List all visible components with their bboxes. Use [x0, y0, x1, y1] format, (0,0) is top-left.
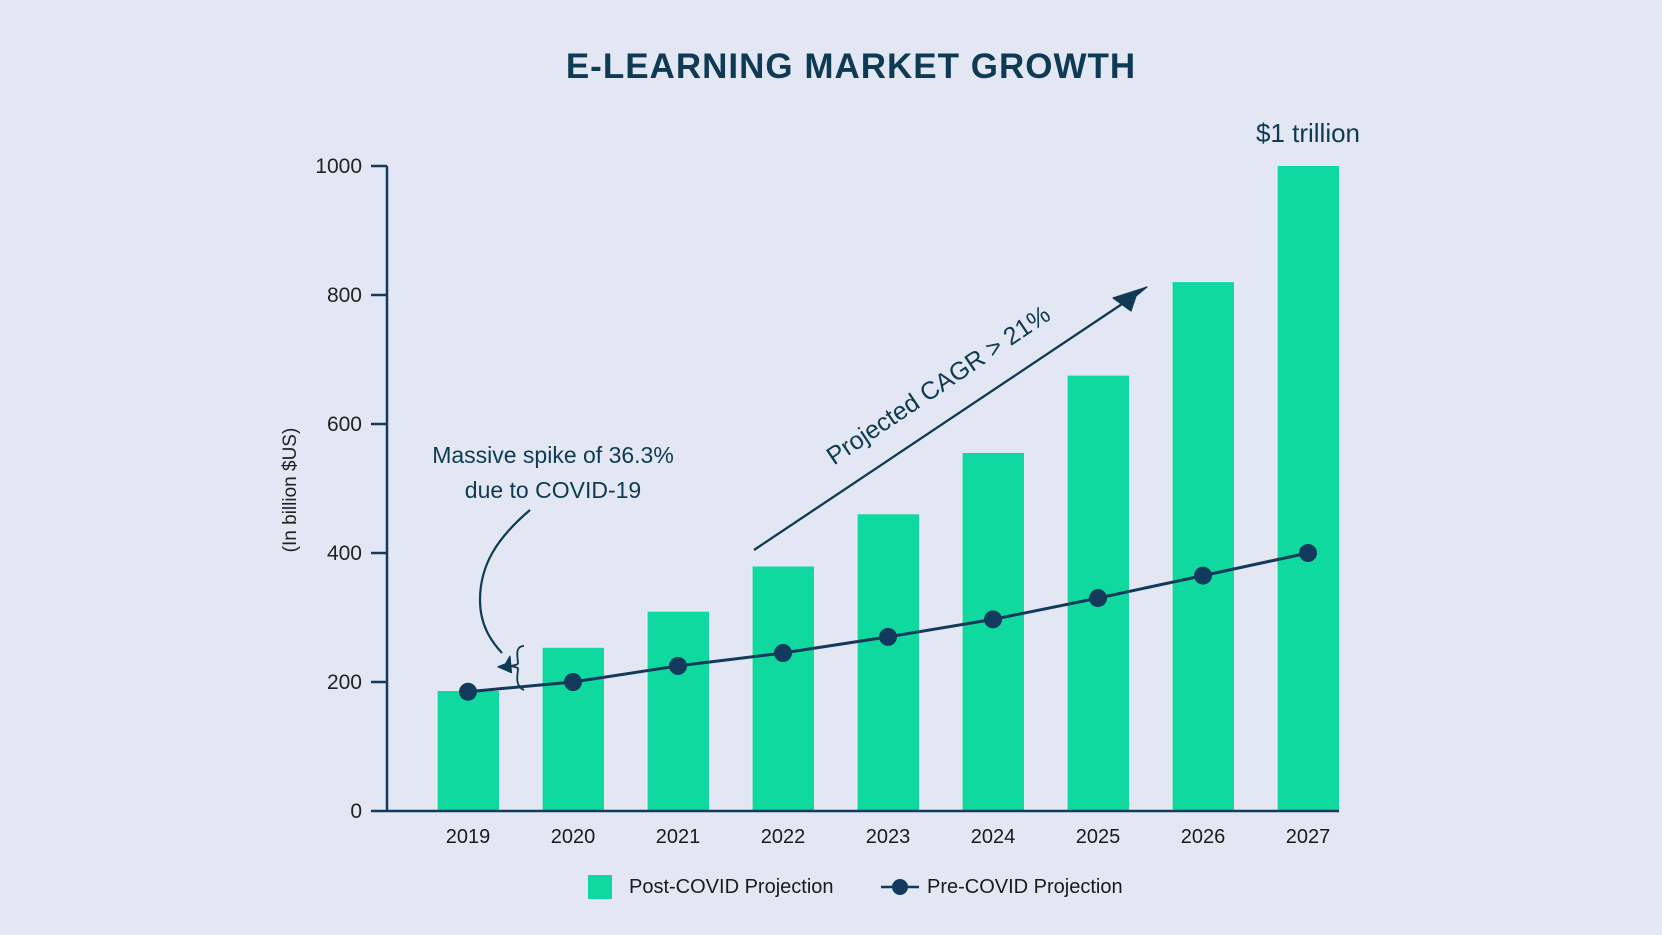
svg-text:due to COVID-19: due to COVID-19 [465, 477, 641, 503]
svg-text:Massive spike of 36.3%: Massive spike of 36.3% [432, 442, 674, 468]
svg-text:2025: 2025 [1076, 826, 1121, 848]
svg-text:2024: 2024 [971, 826, 1016, 848]
svg-text:2019: 2019 [446, 826, 491, 848]
svg-text:2021: 2021 [656, 826, 701, 848]
svg-text:0: 0 [350, 800, 362, 823]
svg-text:Post-COVID Projection: Post-COVID Projection [629, 876, 834, 898]
svg-text:2026: 2026 [1181, 826, 1226, 848]
svg-text:600: 600 [327, 413, 362, 436]
svg-text:$1 trillion: $1 trillion [1256, 118, 1360, 148]
svg-text:Pre-COVID Projection: Pre-COVID Projection [927, 876, 1123, 898]
svg-text:400: 400 [327, 542, 362, 565]
svg-text:(In billion $US): (In billion $US) [280, 428, 301, 553]
svg-text:2020: 2020 [551, 826, 596, 848]
svg-text:Projected CAGR > 21%: Projected CAGR > 21% [822, 300, 1056, 470]
svg-text:2027: 2027 [1286, 826, 1331, 848]
svg-text:2023: 2023 [866, 826, 911, 848]
svg-text:800: 800 [327, 284, 362, 307]
svg-text:200: 200 [327, 671, 362, 694]
svg-text:1000: 1000 [315, 155, 362, 178]
svg-text:2022: 2022 [761, 826, 806, 848]
